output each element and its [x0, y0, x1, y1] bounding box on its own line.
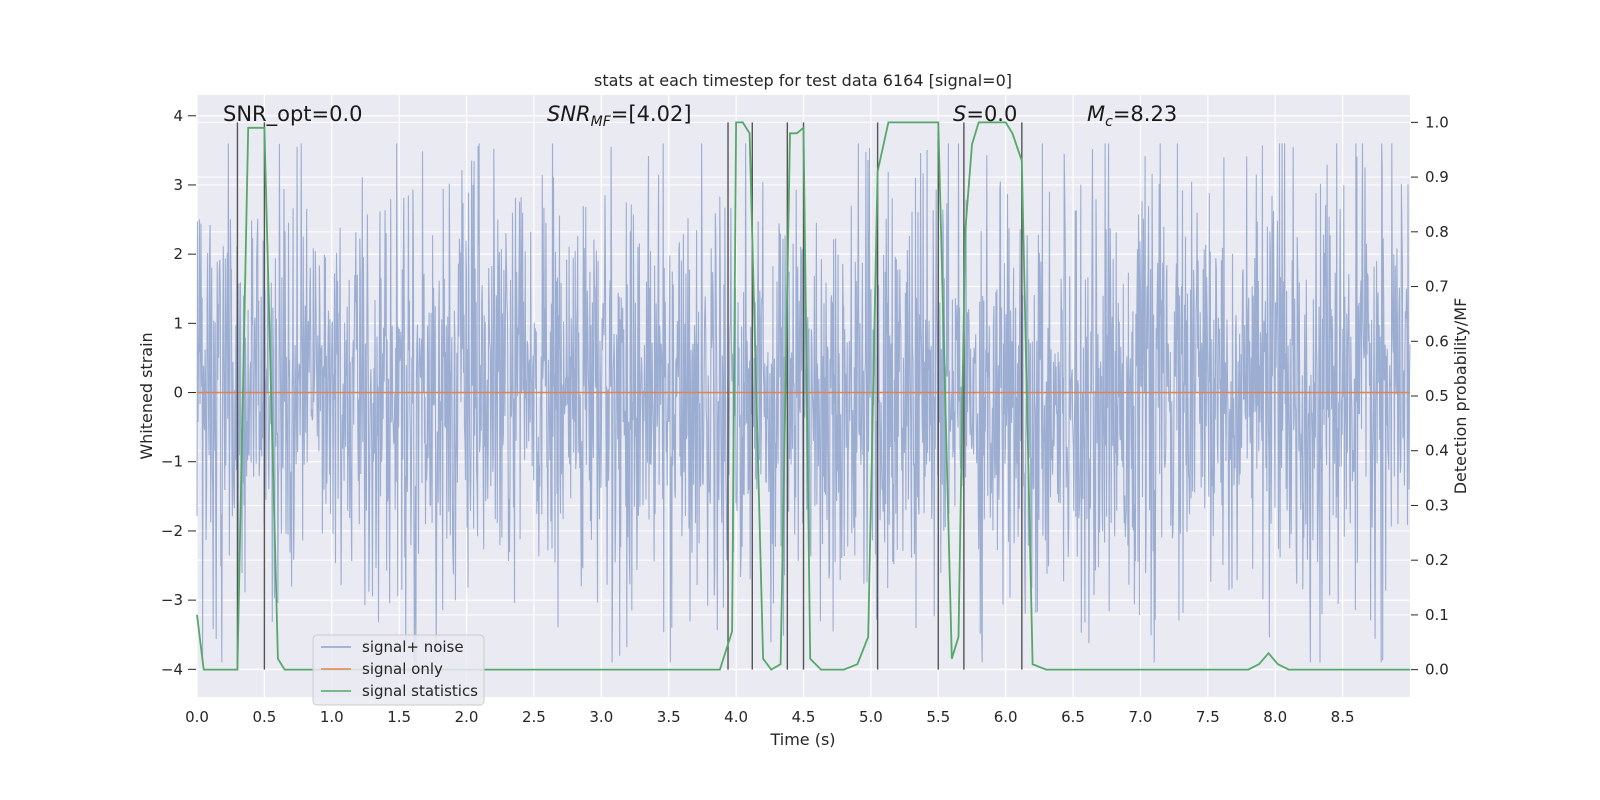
y2-tick-label-9: 0.1: [1425, 606, 1449, 624]
mc-annotation: Mc=8.23: [1087, 102, 1177, 130]
x-tick-label-10: 5.0: [859, 708, 883, 726]
legend: signal+ noise signal only signal statist…: [312, 634, 485, 706]
x-tick-label-0: 0.0: [185, 708, 209, 726]
y2-tick-label-6: 0.4: [1425, 442, 1449, 460]
x-tick-label-8: 4.0: [724, 708, 748, 726]
y-tick-label-4: 0: [173, 384, 183, 402]
chart-title: stats at each timestep for test data 616…: [594, 71, 1012, 90]
x-tick-label-3: 1.5: [387, 708, 411, 726]
snr-opt-annotation: SNR_opt=0.0: [223, 102, 363, 127]
y2-tick-label-7: 0.3: [1425, 496, 1449, 514]
y-tick-label-2: 2: [173, 245, 183, 263]
x-tick-label-9: 4.5: [792, 708, 816, 726]
s-name: S: [953, 102, 966, 126]
x-tick-label-6: 3.0: [589, 708, 613, 726]
mc-value: =8.23: [1113, 102, 1177, 126]
x-tick-label-17: 8.5: [1331, 708, 1355, 726]
y2-tick-label-1: 0.9: [1425, 168, 1449, 186]
y2-axis-label: Detection probability/MF: [1451, 298, 1470, 495]
snr-mf-name: SNR: [547, 102, 591, 126]
y-tick-label-7: −3: [161, 591, 183, 609]
x-tick-label-16: 8.0: [1263, 708, 1287, 726]
y-tick-label-8: −4: [161, 660, 183, 678]
legend-label-signal-statistics: signal statistics: [362, 682, 478, 700]
mc-subscript: c: [1105, 114, 1113, 130]
detection-markers: [236, 122, 1023, 670]
y-tick-label-0: 4: [173, 107, 183, 125]
x-tick-label-4: 2.0: [455, 708, 479, 726]
legend-label-signal-only: signal only: [362, 660, 443, 678]
x-tick-label-15: 7.5: [1196, 708, 1220, 726]
s-value: =0.0: [966, 102, 1017, 126]
y-tick-label-6: −2: [161, 522, 183, 540]
y-tick-label-5: −1: [161, 453, 183, 471]
y2-tick-label-3: 0.7: [1425, 278, 1449, 296]
x-tick-label-1: 0.5: [252, 708, 276, 726]
y-tick-labels: 4 3 2 1 0 −1 −2 −3 −4: [161, 107, 196, 678]
x-tick-label-2: 1.0: [320, 708, 344, 726]
legend-label-signal-noise: signal+ noise: [362, 638, 464, 656]
x-tick-label-12: 6.0: [994, 708, 1018, 726]
y2-tick-label-8: 0.2: [1425, 551, 1449, 569]
y-axis-label: Whitened strain: [137, 332, 156, 459]
snr-mf-value: =[4.02]: [611, 102, 692, 126]
y2-tick-label-2: 0.8: [1425, 223, 1449, 241]
y2-tick-labels: 1.0 0.9 0.8 0.7 0.6 0.5 0.4 0.3 0.2 0.1 0.0: [1411, 113, 1449, 679]
y2-tick-label-0: 1.0: [1425, 113, 1449, 131]
x-tick-label-13: 6.5: [1061, 708, 1085, 726]
y-tick-label-1: 3: [173, 176, 183, 194]
x-tick-label-14: 7.0: [1129, 708, 1153, 726]
s-annotation: S=0.0: [953, 102, 1017, 126]
x-tick-label-7: 3.5: [657, 708, 681, 726]
y2-tick-label-10: 0.0: [1425, 661, 1449, 679]
y2-tick-label-5: 0.5: [1425, 387, 1449, 405]
x-tick-labels: 0.0 0.5 1.0 1.5 2.0 2.5 3.0 3.5 4.0 4.5 5.0 5.5 6.0 6…: [185, 708, 1354, 726]
snr-mf-subscript: MF: [591, 114, 612, 130]
y-tick-label-3: 1: [173, 314, 183, 332]
x-tick-label-5: 2.5: [522, 708, 546, 726]
x-axis-label: Time (s): [769, 730, 835, 749]
x-tick-label-11: 5.5: [926, 708, 950, 726]
snr-mf-annotation: SNRMF=[4.02]: [547, 102, 692, 130]
y2-tick-label-4: 0.6: [1425, 332, 1449, 350]
mc-name: M: [1087, 102, 1105, 126]
legend-box: [312, 634, 485, 706]
